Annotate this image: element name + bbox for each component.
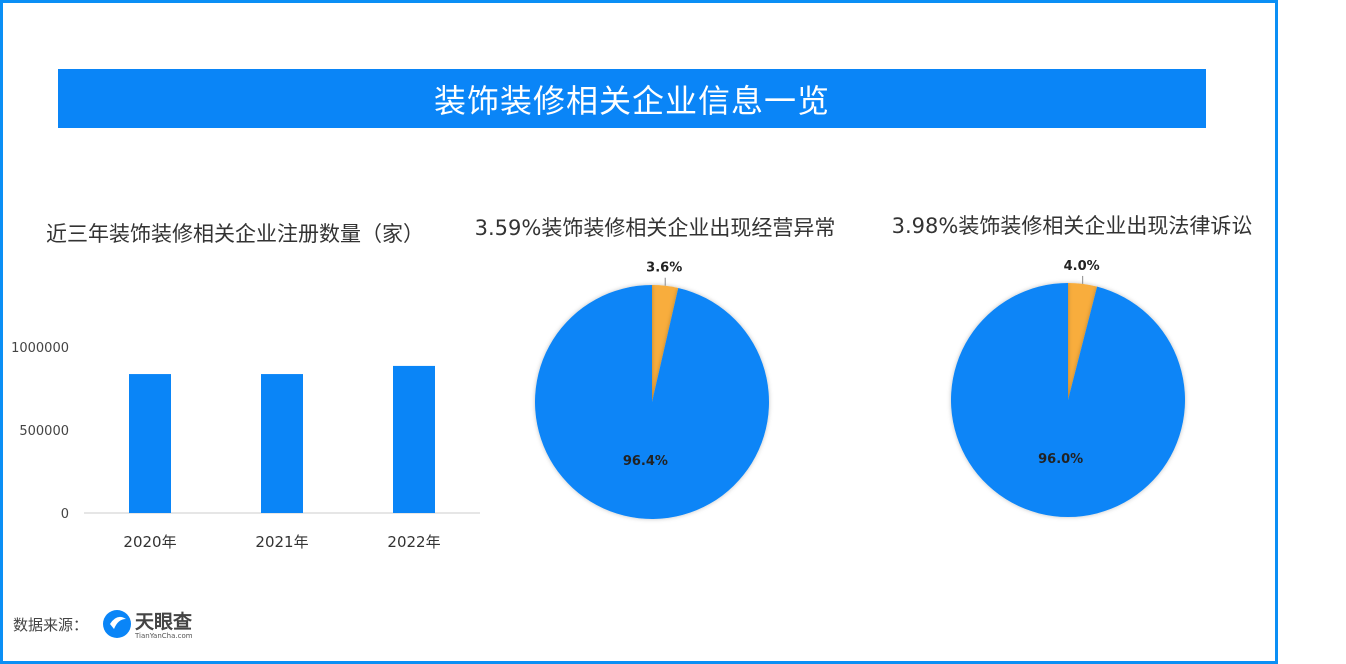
data-label: 3.6% xyxy=(646,261,682,276)
data-label: 96.0% xyxy=(1038,452,1083,467)
pie-slice xyxy=(535,285,770,519)
x-tick-label: 2022年 xyxy=(387,533,440,551)
pie1-title: 3.59%装饰装修相关企业出现经营异常 xyxy=(474,216,836,240)
logo-icon: 天眼查 TianYanCha.com xyxy=(103,610,193,640)
bar-chart-title: 近三年装饰装修相关企业注册数量（家） xyxy=(46,222,424,246)
bar xyxy=(393,365,435,513)
source-label: 数据来源： xyxy=(13,616,89,634)
x-tick-label: 2020年 xyxy=(123,533,176,551)
page-title-banner: 装饰装修相关企业信息一览 xyxy=(58,69,1206,128)
y-tick-label: 500000 xyxy=(19,424,69,439)
bar xyxy=(261,374,303,513)
tianyancha-logo: 天眼查 TianYanCha.com xyxy=(102,607,212,641)
y-tick-label: 1000000 xyxy=(11,341,69,356)
y-tick-label: 0 xyxy=(61,507,69,522)
data-label: 96.4% xyxy=(623,454,668,469)
x-tick-label: 2021年 xyxy=(255,533,308,551)
page-title: 装饰装修相关企业信息一览 xyxy=(433,81,830,120)
frame-border xyxy=(0,0,1278,664)
data-label: 4.0% xyxy=(1064,259,1100,274)
pie2-title: 3.98%装饰装修相关企业出现法律诉讼 xyxy=(891,214,1253,238)
bar xyxy=(129,374,171,513)
pie-slice xyxy=(950,283,1185,517)
pie-slice xyxy=(1068,283,1098,400)
svg-text:天眼查: 天眼查 xyxy=(135,610,193,633)
svg-text:TianYanCha.com: TianYanCha.com xyxy=(134,632,193,640)
pie-slice xyxy=(652,285,679,402)
